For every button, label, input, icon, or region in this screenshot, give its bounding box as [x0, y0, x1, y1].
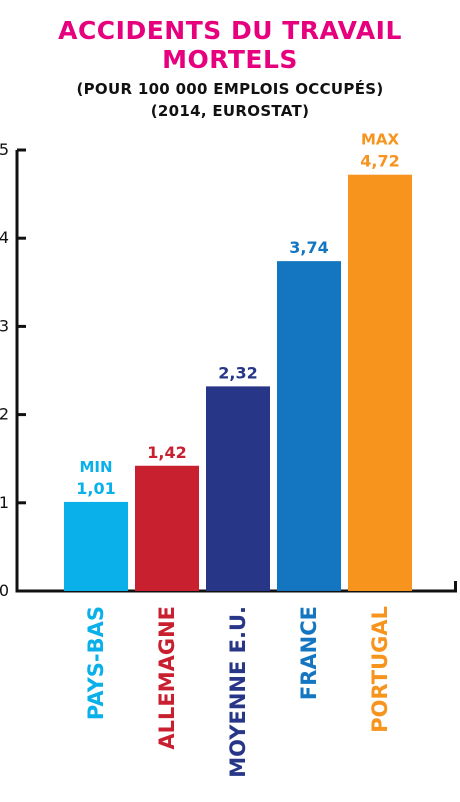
- annotation-label: MAX: [361, 131, 400, 149]
- y-tick-label: 2: [0, 405, 9, 424]
- chart-subtitle-line-1: (POUR 100 000 EMPLOIS OCCUPÉS): [76, 80, 384, 98]
- y-tick-label: 4: [0, 228, 9, 247]
- category-label: PAYS-BAS: [84, 606, 108, 720]
- y-tick-label: 3: [0, 316, 9, 335]
- value-label: 3,74: [289, 238, 328, 257]
- value-label: 1,01: [76, 479, 115, 498]
- chart-subtitle-line-2: (2014, EUROSTAT): [150, 102, 310, 120]
- category-label: MOYENNE E.U.: [226, 606, 250, 778]
- annotation-label: MIN: [79, 458, 112, 476]
- y-tick-label: 0: [0, 581, 9, 600]
- chart-title-line-2: MORTELS: [162, 45, 298, 74]
- title-block: ACCIDENTS DU TRAVAIL MORTELS (POUR 100 0…: [0, 0, 460, 122]
- category-label: PORTUGAL: [368, 606, 392, 733]
- chart-title-line-1: ACCIDENTS DU TRAVAIL: [58, 16, 402, 45]
- category-label: FRANCE: [297, 606, 321, 700]
- y-tick-label: 5: [0, 140, 9, 159]
- value-label: 1,42: [147, 443, 186, 462]
- bar-0: [64, 501, 128, 591]
- bar-3: [277, 261, 341, 591]
- value-label: 4,72: [360, 152, 399, 171]
- bar-4: [348, 174, 412, 592]
- category-label: ALLEMAGNE: [155, 606, 179, 750]
- y-tick-label: 1: [0, 493, 9, 512]
- labels: 1,01 MIN PAYS-BAS 1,42 ALLEMAGNE 2,32 MOYENNE …: [76, 131, 399, 778]
- value-label: 2,32: [218, 363, 257, 382]
- bar-2: [206, 386, 270, 591]
- bar-1: [135, 465, 199, 591]
- bars: [64, 174, 412, 592]
